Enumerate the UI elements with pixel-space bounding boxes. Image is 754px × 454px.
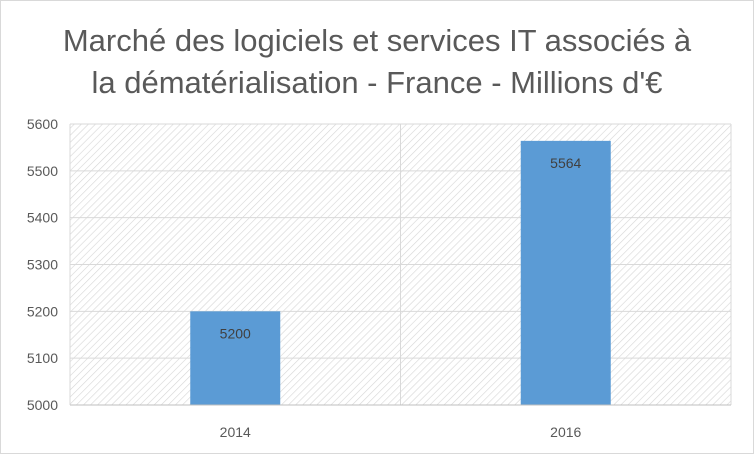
- data-label-2014: 5200: [220, 325, 251, 341]
- y-tick-label: 5300: [27, 257, 58, 273]
- x-tick-label: 2016: [550, 424, 581, 440]
- y-tick-label: 5000: [27, 397, 58, 413]
- y-tick-label: 5500: [27, 163, 58, 179]
- y-tick-label: 5200: [27, 303, 58, 319]
- chart-title-line-1: Marché des logiciels et services IT asso…: [62, 23, 692, 58]
- y-tick-label: 5600: [27, 116, 58, 132]
- bar-2016: [520, 140, 611, 406]
- x-tick-label: 2014: [220, 424, 251, 440]
- bar-2014: [190, 311, 281, 405]
- chart-title-line-2: la dématérialisation - France - Millions…: [91, 65, 663, 100]
- x-axis: 2014 2016: [70, 404, 731, 440]
- chart-title: Marché des logiciels et services IT asso…: [0, 20, 754, 104]
- y-tick-label: 5400: [27, 210, 58, 226]
- y-tick-label: 5100: [27, 350, 58, 366]
- data-label-2016: 5564: [550, 155, 581, 171]
- bars: 5200 5564: [190, 140, 611, 406]
- y-axis: 5000 5100 5200 5300 5400 5500 5600: [27, 116, 58, 413]
